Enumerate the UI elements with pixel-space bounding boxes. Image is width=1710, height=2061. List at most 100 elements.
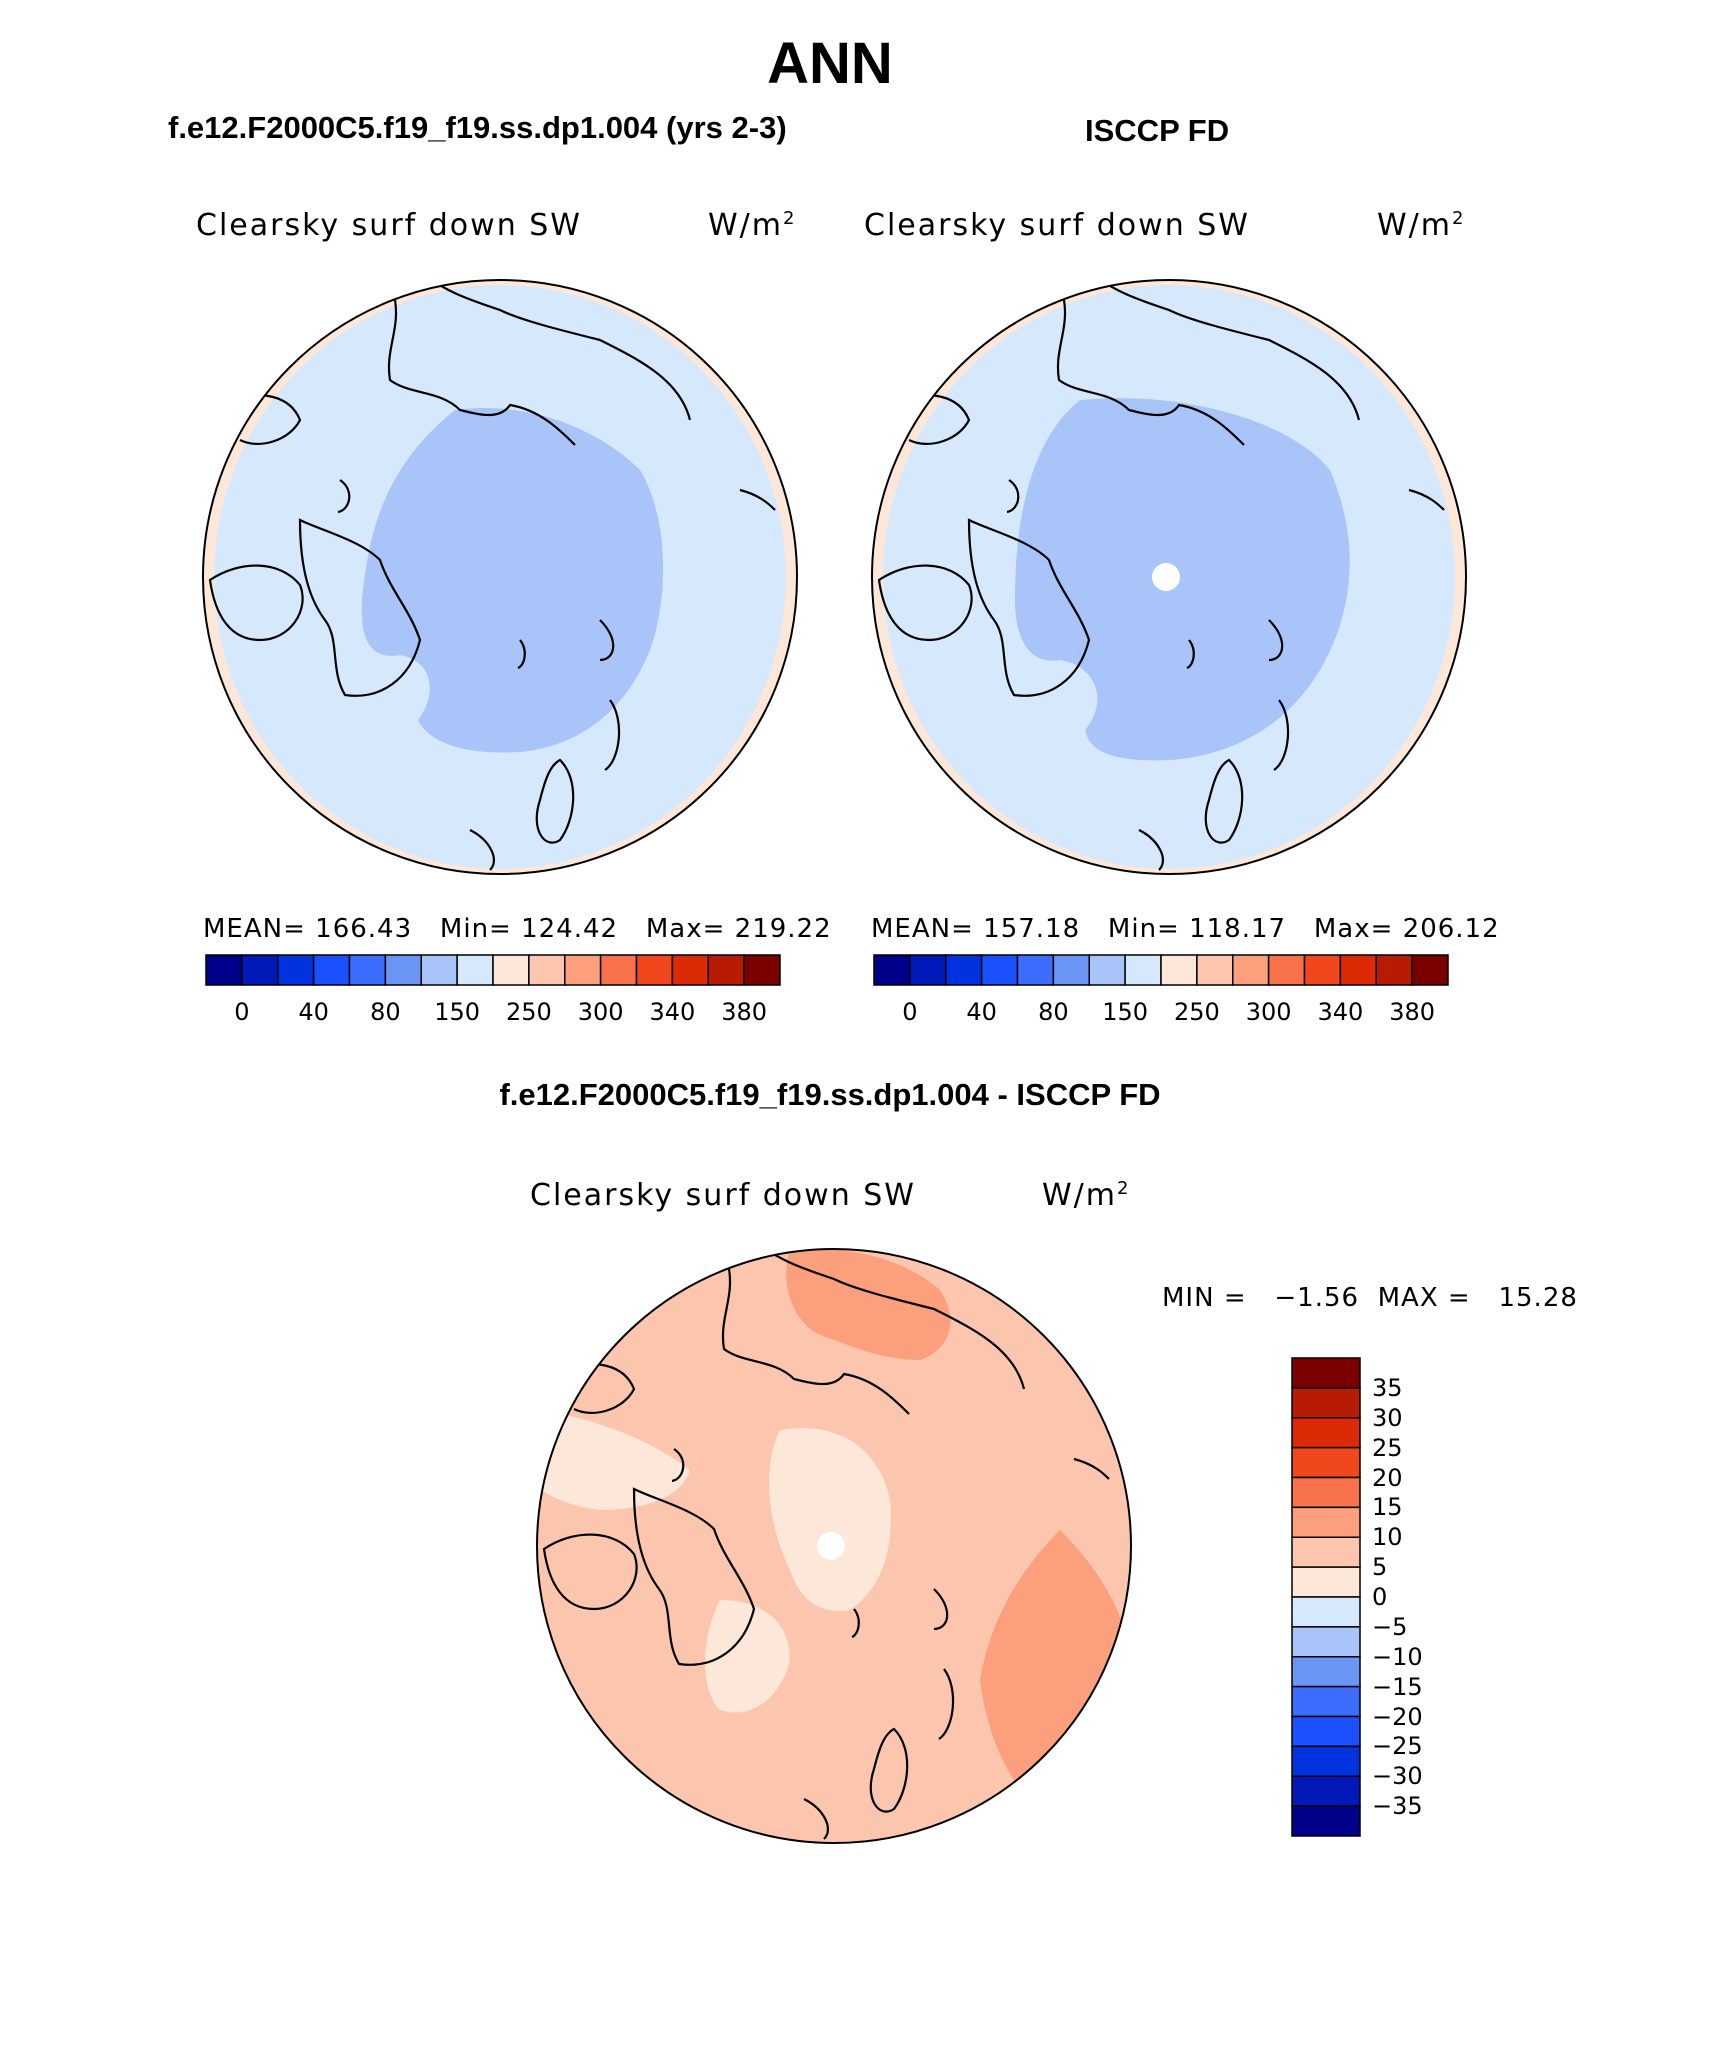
difference-low-region-west (537, 1410, 690, 1510)
panel-a-colorbar-tick-label: 340 (649, 998, 696, 1026)
panel-b-missing-data-pole (1152, 563, 1180, 591)
panel-a-colorbar-swatch (456, 954, 494, 986)
panel-b-colorbar-tick-label: 380 (1389, 998, 1436, 1026)
difference-colorbar-swatch (1291, 1476, 1361, 1509)
difference-colorbar-swatch (1291, 1596, 1361, 1628)
panel-b-colorbar-swatch (1375, 954, 1413, 986)
difference-colorbar-tick-label: 20 (1372, 1463, 1403, 1492)
difference-colorbar-swatch (1291, 1805, 1361, 1837)
panel-a-colorbar-swatch (635, 954, 674, 986)
panel-a-colorbar-swatch (277, 954, 315, 986)
panel-a-colorbar-tick-label: 40 (298, 998, 329, 1026)
difference-colorbar-tick-label: −15 (1372, 1672, 1423, 1701)
difference-missing-data-pole (817, 1532, 845, 1560)
panel-a-colorbar-swatch (241, 954, 279, 986)
difference-coastlines (542, 1249, 1110, 1840)
panel-a-colorbar-tick-label: 80 (370, 998, 401, 1026)
panel-b-map (871, 279, 1467, 875)
panel-b-colorbar-tick-label: 340 (1317, 998, 1364, 1026)
panel-b-units: W/m2 (1377, 208, 1465, 243)
figure-title: ANN (767, 31, 893, 96)
difference-colorbar-tick-label: −25 (1372, 1732, 1423, 1761)
panel-a-colorbar-tick-label: 150 (434, 998, 481, 1026)
difference-header: f.e12.F2000C5.f19_f19.ss.dp1.004 - ISCCP… (499, 1077, 1161, 1112)
panel-a-colorbar-swatch (384, 954, 422, 986)
difference-colorbar-swatch (1291, 1775, 1361, 1807)
difference-low-region-greenland (705, 1600, 790, 1713)
panel-b-colorbar-tick-label: 300 (1245, 998, 1292, 1026)
difference-colorbar-tick-label: −10 (1372, 1642, 1423, 1671)
panel-b-low-flux-region (1015, 398, 1350, 761)
panel-b-colorbar-swatch (980, 954, 1019, 986)
panel-a-colorbar-swatch (528, 954, 566, 986)
difference-low-region-pole (769, 1428, 891, 1611)
panel-b-colorbar-swatch (1303, 954, 1342, 986)
panel-a-colorbar (205, 954, 781, 986)
panel-a-colorbar-swatch (420, 954, 458, 986)
difference-colorbar-tick-label: 35 (1372, 1373, 1403, 1402)
difference-colorbar-swatch (1291, 1446, 1361, 1479)
panel-b-coastlines (877, 280, 1445, 871)
panel-b-stats: MEAN= 157.18 Min= 118.17 Max= 206.12 (871, 914, 1500, 944)
difference-colorbar-tick-label: 30 (1372, 1403, 1403, 1432)
difference-units-exponent: 2 (1117, 1178, 1131, 1199)
difference-colorbar-tick-label: −20 (1372, 1702, 1423, 1731)
difference-colorbar-swatch (1291, 1656, 1361, 1688)
panel-b-colorbar-swatch (1016, 954, 1055, 986)
panel-b-colorbar-swatch (1232, 954, 1270, 986)
panel-a-stats: MEAN= 166.43 Min= 124.42 Max= 219.22 (203, 914, 832, 944)
panel-b-units-base: W/m (1377, 208, 1452, 243)
panel-a-colorbar-tick-label: 300 (577, 998, 624, 1026)
panel-a-colorbar-swatch (599, 954, 638, 986)
difference-colorbar-tick-label: −30 (1372, 1762, 1423, 1791)
panel-b-colorbar-tick-label: 0 (902, 998, 918, 1026)
difference-colorbar-tick-label: 10 (1372, 1523, 1403, 1552)
difference-map (536, 1248, 1132, 1844)
difference-colorbar-swatch (1291, 1387, 1361, 1419)
panel-b-colorbar-tick-label: 80 (1038, 998, 1069, 1026)
difference-colorbar-swatch (1291, 1506, 1361, 1538)
panel-b-units-exponent: 2 (1452, 208, 1466, 229)
panel-a-colorbar-swatch (743, 954, 781, 986)
difference-units: W/m2 (1042, 1178, 1130, 1213)
panel-b-colorbar (873, 954, 1449, 986)
panel-b-colorbar-tick-label: 250 (1173, 998, 1220, 1026)
panel-b-colorbar-tick-label: 40 (966, 998, 997, 1026)
panel-a-map (202, 279, 798, 875)
difference-colorbar-tick-label: 15 (1372, 1493, 1403, 1522)
panel-a-colorbar-tick-label: 250 (505, 998, 552, 1026)
panel-b-colorbar-swatch (1052, 954, 1090, 986)
panel-a-units-exponent: 2 (783, 208, 797, 229)
panel-a-colorbar-swatch (671, 954, 709, 986)
difference-colorbar-tick-label: 25 (1372, 1433, 1403, 1462)
difference-colorbar-swatch (1291, 1715, 1361, 1748)
panel-b-colorbar-swatch (945, 954, 983, 986)
panel-a-colorbar-swatch (205, 954, 243, 986)
panel-b-colorbar-swatch (1160, 954, 1198, 986)
panel-a-colorbar-swatch (348, 954, 387, 986)
panel-b-colorbar-tick-label: 150 (1102, 998, 1149, 1026)
difference-colorbar-swatch (1291, 1626, 1361, 1658)
difference-colorbar-swatch (1291, 1566, 1361, 1598)
difference-colorbar-tick-label: 0 (1372, 1583, 1388, 1611)
panel-b-colorbar-swatch (1088, 954, 1126, 986)
difference-colorbar-tick-label: −35 (1372, 1792, 1423, 1821)
difference-colorbar-swatch (1291, 1745, 1361, 1777)
difference-colorbar-swatch (1291, 1685, 1361, 1718)
panel-a-low-flux-region (361, 408, 664, 753)
difference-colorbar-swatch (1291, 1417, 1361, 1449)
panel-b-variable-label: Clearsky surf down SW (864, 208, 1250, 243)
panel-a-colorbar-swatch (564, 954, 602, 986)
panel-a-colorbar-swatch (492, 954, 530, 986)
panel-a-variable-label: Clearsky surf down SW (196, 208, 582, 243)
panel-a-units-base: W/m (708, 208, 783, 243)
difference-colorbar (1291, 1357, 1361, 1837)
panel-a-colorbar-swatch (312, 954, 351, 986)
difference-colorbar-swatch (1291, 1536, 1361, 1568)
panel-a-units: W/m2 (708, 208, 796, 243)
panel-a-colorbar-tick-label: 380 (721, 998, 768, 1026)
difference-variable-label: Clearsky surf down SW (530, 1178, 916, 1213)
difference-colorbar-swatch (1291, 1357, 1361, 1389)
panel-a-header: f.e12.F2000C5.f19_f19.ss.dp1.004 (yrs 2-… (168, 110, 787, 145)
panel-b-colorbar-swatch (873, 954, 911, 986)
